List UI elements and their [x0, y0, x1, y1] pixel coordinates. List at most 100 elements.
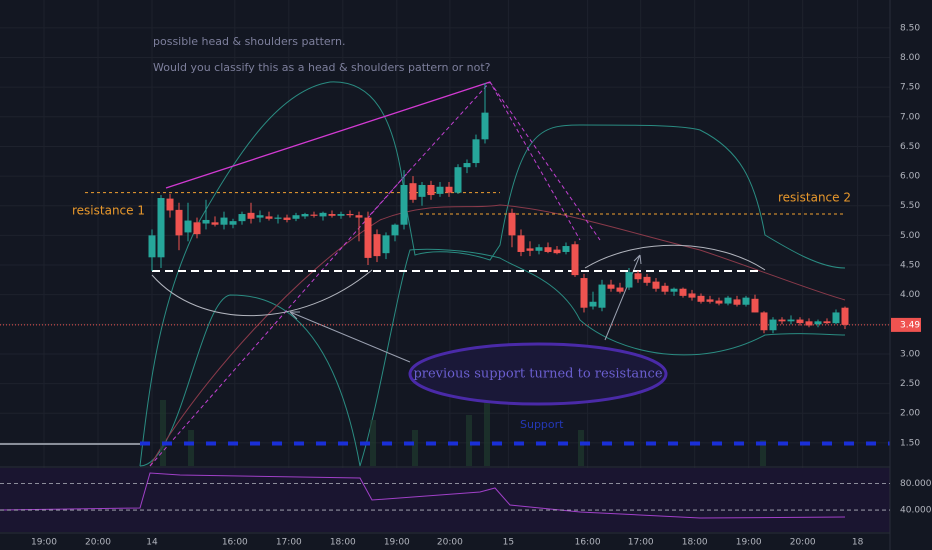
- candle-body: [562, 246, 570, 252]
- candle-body: [301, 214, 309, 217]
- candle-body: [652, 281, 660, 289]
- candle-body: [805, 321, 813, 326]
- y-tick-label: 2.00: [900, 409, 920, 419]
- x-tick-label: 19:00: [384, 538, 410, 548]
- x-tick-label: 18:00: [330, 538, 356, 548]
- annotation-title: possible head & shoulders pattern.: [153, 35, 345, 48]
- y-tick-label: 5.00: [900, 231, 920, 241]
- candle-body: [238, 214, 246, 222]
- resistance-label: resistance 1: [72, 204, 145, 218]
- volume: [160, 400, 766, 466]
- x-tick-label: 20:00: [437, 538, 463, 548]
- x-tick-label: 14: [146, 538, 158, 548]
- candle-body: [409, 183, 417, 200]
- x-tick-label: 15: [503, 538, 514, 548]
- candle-body: [535, 247, 543, 251]
- candle-body: [598, 284, 606, 308]
- y-tick-label: 4.00: [900, 290, 920, 300]
- y-tick-label: 6.00: [900, 172, 920, 182]
- grid: [0, 0, 890, 532]
- candle-body: [346, 214, 354, 216]
- candle-body: [508, 212, 516, 236]
- y-tick-label: 5.50: [900, 201, 920, 211]
- candle-body: [364, 217, 372, 258]
- candle-body: [733, 299, 741, 305]
- basis-line: [149, 204, 846, 467]
- y-tick-label: 3.00: [900, 349, 920, 359]
- y-tick-label: 4.50: [900, 261, 920, 271]
- candle-body: [265, 216, 273, 219]
- candle-body: [760, 312, 768, 331]
- candle-body: [382, 235, 390, 254]
- y-tick-label: 8.50: [900, 23, 920, 33]
- candle-body: [418, 184, 426, 197]
- candle-body: [274, 217, 282, 219]
- candle-body: [553, 249, 561, 254]
- x-tick-label: 18: [852, 538, 864, 548]
- candle-body: [175, 209, 183, 236]
- candle-body: [220, 217, 228, 225]
- candle-body: [400, 184, 408, 225]
- candle-body: [715, 300, 723, 304]
- annotation-question: Would you classify this as a head & shou…: [153, 61, 491, 74]
- last-price-label: 3.49: [900, 320, 920, 330]
- arrow: [604, 254, 642, 341]
- upper-band: [139, 81, 846, 467]
- candle-body: [697, 295, 705, 302]
- candle-body: [283, 217, 291, 220]
- candle-body: [616, 287, 624, 292]
- candle-body: [247, 212, 255, 219]
- candle-body: [814, 321, 822, 325]
- candle-body: [472, 139, 480, 164]
- x-tick-label: 20:00: [790, 538, 816, 548]
- y-tick-label: 6.50: [900, 142, 920, 152]
- candle-body: [706, 299, 714, 302]
- candle-body: [328, 214, 336, 216]
- candle-body: [589, 301, 597, 307]
- candle-body: [679, 288, 687, 296]
- candle-body: [823, 321, 831, 324]
- candle-body: [436, 186, 444, 194]
- pattern-lines: [369, 81, 601, 241]
- candle-body: [670, 288, 678, 292]
- y-tick-label: 8.00: [900, 53, 920, 63]
- candle-body: [625, 272, 633, 288]
- candle-body: [742, 297, 750, 305]
- y-tick-label: 7.00: [900, 112, 920, 122]
- candle-body: [445, 186, 453, 193]
- candle-body: [796, 319, 804, 324]
- x-tick-label: 17:00: [628, 538, 654, 548]
- right-arc: [584, 244, 766, 271]
- candle-body: [184, 220, 192, 233]
- candle-body: [841, 307, 849, 325]
- candle-body: [688, 293, 696, 298]
- candle-body: [355, 215, 363, 218]
- x-tick-label: 19:00: [736, 538, 762, 548]
- pattern-lines: [149, 81, 581, 467]
- candle-body: [634, 273, 642, 280]
- arrow: [289, 311, 411, 363]
- candle-body: [427, 184, 435, 196]
- neck-trendline: [165, 81, 491, 189]
- candle-body: [571, 244, 579, 276]
- lower-band: [139, 248, 846, 467]
- support-label: Support: [520, 418, 564, 431]
- candle-body: [292, 215, 300, 219]
- resistance-label: resistance 2: [778, 191, 851, 205]
- rsi-line: [0, 472, 846, 519]
- candle-body: [202, 219, 210, 224]
- y-tick-label: 2.50: [900, 379, 920, 389]
- candle-body: [580, 278, 588, 308]
- rsi-pane: [0, 468, 890, 532]
- candle-body: [661, 285, 669, 292]
- candle-body: [526, 248, 534, 251]
- candle-body: [643, 276, 651, 283]
- callout-ellipse: [408, 342, 668, 406]
- y-tick-label: 7.50: [900, 83, 920, 93]
- candle-body: [787, 319, 795, 322]
- y-tick-label: 1.50: [900, 438, 920, 448]
- x-tick-label: 18:00: [682, 538, 708, 548]
- candle-body: [256, 215, 264, 218]
